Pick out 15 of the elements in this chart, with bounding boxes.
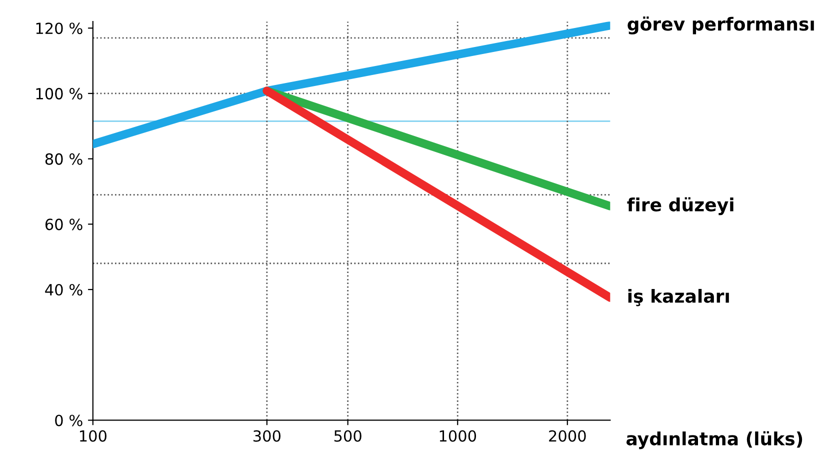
y-tick-label: 80 % bbox=[45, 153, 82, 165]
y-tick-label: 120 % bbox=[36, 22, 82, 34]
y-tick-label: 40 % bbox=[45, 284, 82, 296]
series-label: iş kazaları bbox=[628, 288, 729, 306]
series-label: fire düzeyi bbox=[627, 197, 734, 216]
x-tick-label: 2000 bbox=[549, 430, 586, 442]
y-tick-label: 100 % bbox=[36, 88, 82, 100]
x-tick-label: 1000 bbox=[440, 430, 476, 442]
series-label: görev performansı bbox=[628, 16, 814, 34]
x-tick-label: 100 bbox=[80, 430, 106, 442]
y-tick-label: 60 % bbox=[45, 218, 82, 230]
x-tick-label: 300 bbox=[254, 430, 280, 442]
x-axis-title: aydınlatma (lüks) bbox=[626, 431, 802, 450]
y-tick-label: 0 % bbox=[55, 414, 82, 426]
x-tick-label: 500 bbox=[334, 430, 362, 442]
